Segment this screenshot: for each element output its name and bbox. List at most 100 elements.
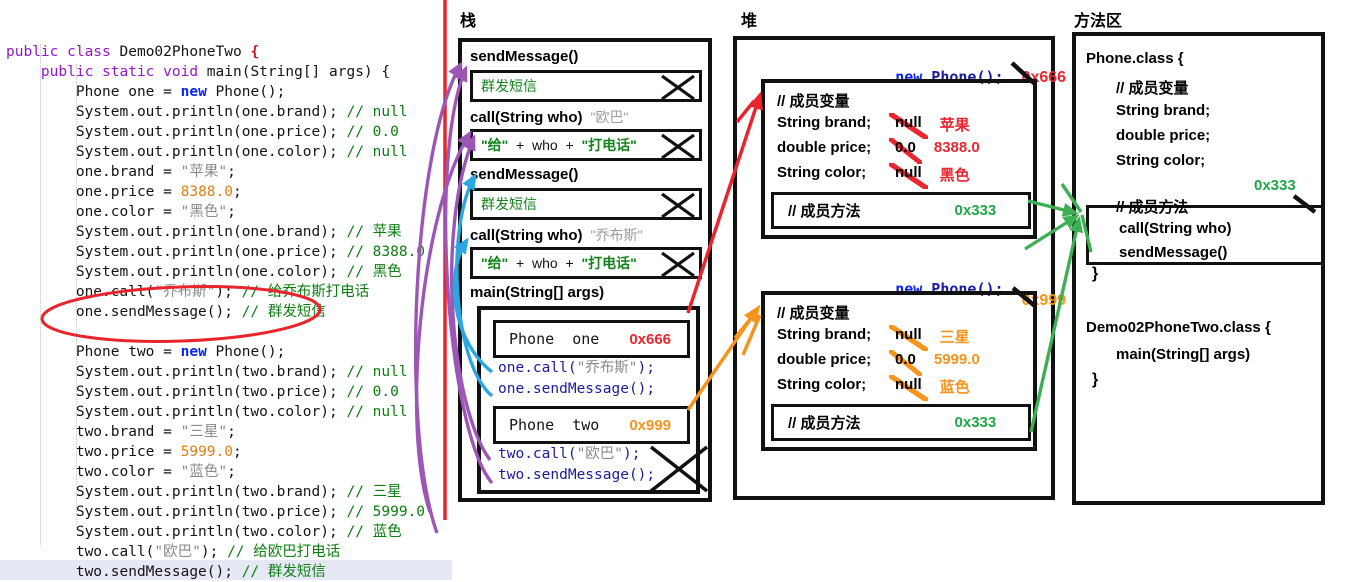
- assigned-value: 三星: [939, 329, 970, 346]
- var-phone-two: Phone two 0x999: [493, 406, 690, 444]
- frame-body-box: 群发短信: [470, 70, 702, 102]
- method-address: 0x333: [954, 414, 997, 431]
- code-line: public static void main(String[] args) {: [40, 64, 391, 80]
- indent-guide: [40, 44, 41, 546]
- field-declaration: double price;: [777, 351, 872, 368]
- member-var-label: // 成员变量: [1116, 80, 1189, 97]
- member-method-label: // 成员方法: [1116, 199, 1189, 216]
- code-line: one.call("乔布斯"); // 给乔布斯打电话: [6, 284, 370, 300]
- code-line: one.brand = "苹果";: [6, 164, 236, 180]
- code-line: Phone one = new Phone();: [6, 84, 286, 100]
- method-table-address: 0x333: [1254, 177, 1296, 194]
- frame-arg: "欧巴": [590, 109, 629, 125]
- stack-panel: sendMessage() 群发短信 call(String who) "欧巴" …: [458, 38, 712, 502]
- object-field-row: double price; 0.0 8388.0: [777, 138, 1033, 164]
- var-phone-one: Phone one 0x666: [493, 320, 690, 358]
- class-field: String brand;: [1116, 102, 1211, 119]
- code-line: System.out.println(one.price); // 0.0: [6, 124, 399, 140]
- object-field-row: double price; 0.0 5999.0: [777, 350, 1033, 376]
- frame-label: sendMessage(): [470, 48, 579, 65]
- member-method-label: // 成员方法: [788, 415, 861, 432]
- stack-frame: sendMessage() 群发短信: [470, 48, 708, 102]
- heap-object-box: // 成员变量 String brand; null 三星 double price;…: [761, 291, 1037, 451]
- frame-label: call(String who): [470, 227, 583, 244]
- field-declaration: double price;: [777, 139, 872, 156]
- call-statement: one.call("乔布斯");: [498, 360, 656, 376]
- code-line: two.color = "蓝色";: [6, 464, 236, 480]
- code-line: Phone two = new Phone();: [6, 344, 286, 360]
- field-declaration: String color;: [777, 376, 867, 393]
- code-line: System.out.println(two.color); // 蓝色: [6, 524, 402, 540]
- x-mark-icon: [661, 74, 695, 101]
- assigned-value: 5999.0: [933, 351, 980, 368]
- code-line: System.out.println(two.price); // 5999.0: [6, 504, 426, 520]
- member-method-label: // 成员方法: [788, 203, 861, 220]
- heap-object: new Phone();0x999 // 成员变量 String brand; n…: [761, 262, 1066, 451]
- frame-body-text: "给" + who + "打电话": [481, 137, 637, 153]
- heap-object-box: // 成员变量 String brand; null 苹果 double price;…: [761, 79, 1037, 239]
- object-field-row: String color; null 蓝色: [777, 375, 1033, 401]
- demo-class-open: Demo02PhoneTwo.class {: [1086, 319, 1271, 336]
- code-line: System.out.println(one.color); // 黑色: [6, 264, 402, 280]
- code-line: two.brand = "三星";: [6, 424, 236, 440]
- frame-body-text: "给" + who + "打电话": [481, 255, 637, 271]
- heap-object: new Phone(); 0x666 // 成员变量 String brand; n…: [761, 50, 1066, 239]
- old-value-struck: null: [889, 163, 928, 189]
- object-field-row: String color; null 黑色: [777, 163, 1033, 189]
- code-line: System.out.println(two.price); // 0.0: [6, 384, 399, 400]
- old-value-struck: null: [889, 113, 928, 139]
- old-value-struck: null: [889, 375, 928, 401]
- x-mark-icon: [661, 251, 695, 278]
- code-editor[interactable]: public class Demo02PhoneTwo { public sta…: [6, 2, 425, 582]
- field-declaration: String brand;: [777, 326, 872, 343]
- x-mark-icon: [661, 133, 695, 160]
- class-field: String color;: [1116, 152, 1206, 169]
- class-field: double price;: [1116, 127, 1211, 144]
- stack-frame: sendMessage() 群发短信: [470, 166, 708, 220]
- code-line: System.out.println(two.brand); // null: [6, 364, 408, 380]
- member-method-box: // 成员方法 0x333: [771, 404, 1031, 441]
- object-field-row: String brand; null 苹果: [777, 113, 1033, 139]
- frame-body-text: 群发短信: [481, 196, 537, 212]
- demo-class-close: }: [1092, 371, 1099, 388]
- code-line: one.price = 8388.0;: [6, 184, 242, 200]
- member-var-label: // 成员变量: [777, 305, 850, 322]
- code-line: two.call("欧巴"); // 给欧巴打电话: [6, 544, 341, 560]
- object-field-row: String brand; null 三星: [777, 325, 1033, 351]
- var-address: 0x666: [629, 330, 672, 348]
- old-value-struck: null: [889, 325, 928, 351]
- stack-frame: call(String who) "欧巴" "给" + who + "打电话": [470, 107, 708, 161]
- code-line: one.color = "黑色";: [6, 204, 236, 220]
- var-name: Phone two: [509, 416, 600, 434]
- code-line: two.price = 5999.0;: [6, 444, 242, 460]
- field-declaration: String color;: [777, 164, 867, 181]
- call-statement: one.sendMessage();: [498, 381, 656, 397]
- heap-title: 堆: [741, 13, 758, 30]
- var-address: 0x999: [629, 416, 672, 434]
- code-line: System.out.println(two.color); // null: [6, 404, 408, 420]
- code-line: System.out.println(one.brand); // null: [6, 104, 408, 120]
- frame-body-box: 群发短信: [470, 188, 702, 220]
- stack-frame: call(String who) "乔布斯" "给" + who + "打电话": [470, 225, 708, 279]
- assigned-value: 蓝色: [939, 379, 970, 396]
- code-line: System.out.println(one.brand); // 苹果: [6, 224, 402, 240]
- assigned-value: 8388.0: [933, 139, 980, 156]
- code-line: one.sendMessage(); // 群发短信: [6, 304, 326, 320]
- heap-panel: new Phone(); 0x666 // 成员变量 String brand; n…: [733, 36, 1066, 500]
- method-address: 0x333: [954, 202, 997, 219]
- code-lines: public class Demo02PhoneTwo { public sta…: [6, 42, 425, 582]
- class-method: sendMessage(): [1119, 244, 1228, 261]
- frame-label: sendMessage(): [470, 166, 579, 183]
- assigned-value: 黑色: [939, 167, 970, 184]
- current-line-highlight: [0, 560, 452, 580]
- assigned-value: 苹果: [939, 117, 970, 134]
- frame-body-box: "给" + who + "打电话": [470, 247, 702, 279]
- code-line: System.out.println(one.price); // 8388.0: [6, 244, 426, 260]
- call-statement: two.sendMessage();: [498, 467, 656, 483]
- member-method-box: // 成员方法 0x333: [771, 192, 1031, 229]
- code-line: two.sendMessage(); // 群发短信: [6, 564, 326, 580]
- method-area-title: 方法区: [1074, 13, 1123, 30]
- heap-objects: new Phone(); 0x666 // 成员变量 String brand; n…: [761, 50, 1066, 451]
- code-line: [6, 322, 425, 342]
